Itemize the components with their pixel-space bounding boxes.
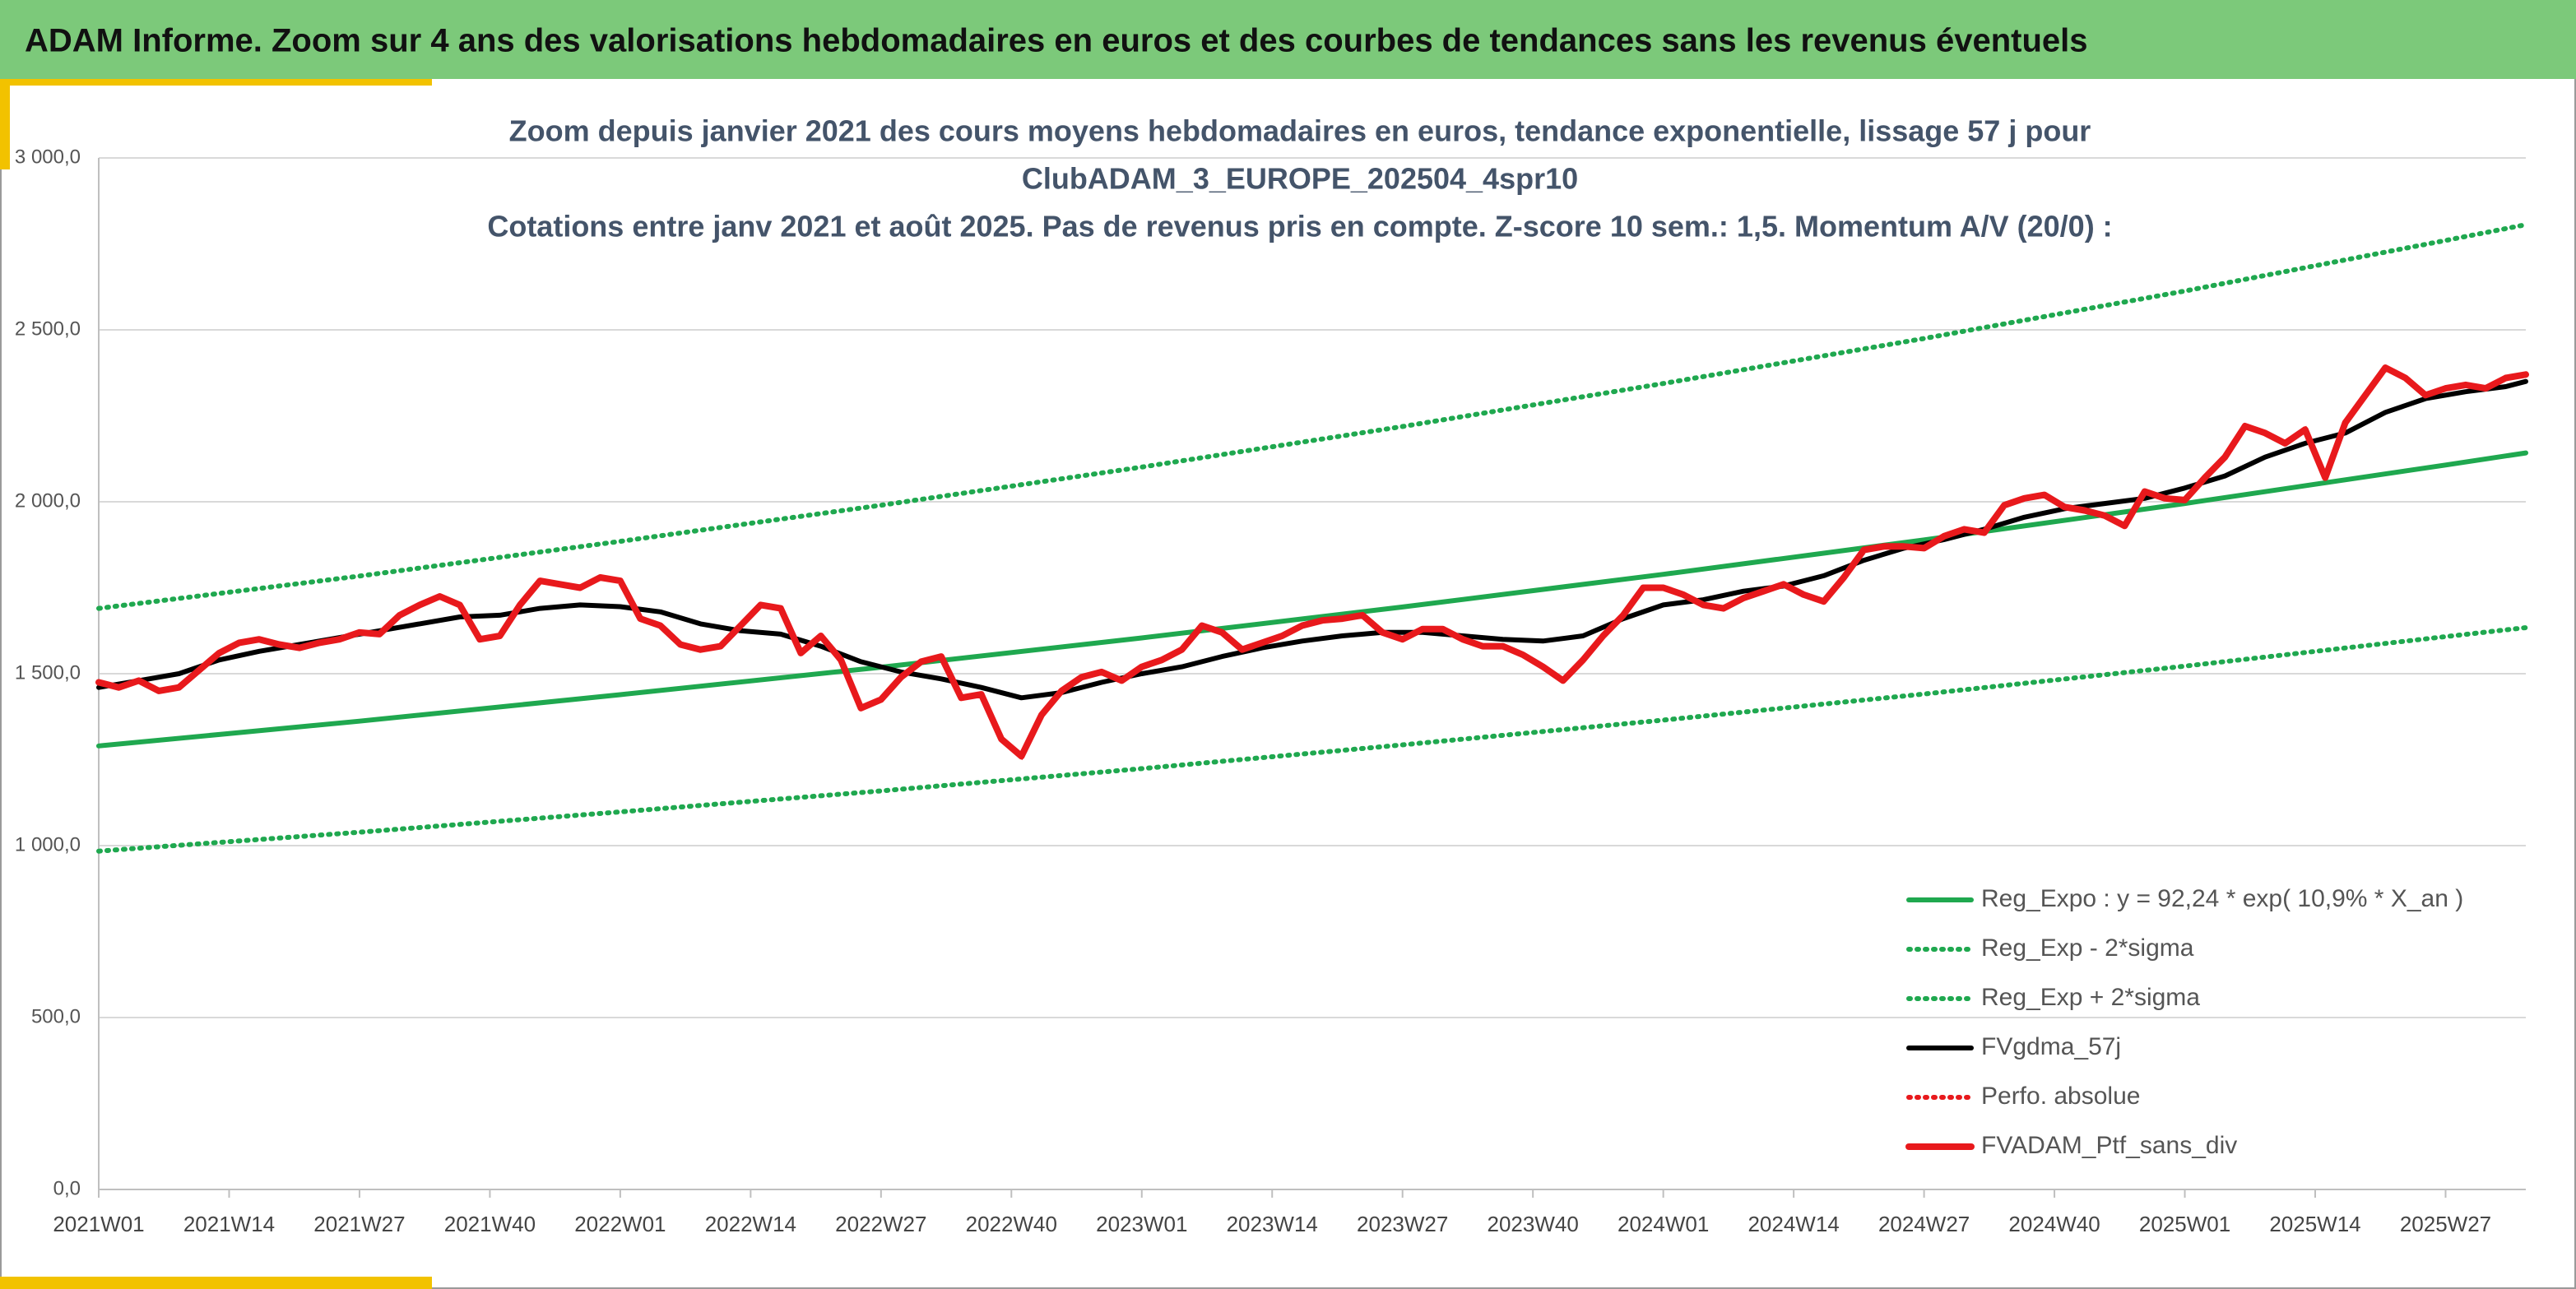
x-tick-label: 2021W14 bbox=[183, 1212, 275, 1236]
legend-label: Perfo. absolue bbox=[1981, 1083, 2140, 1110]
y-tick-label: 1 000,0 bbox=[15, 833, 81, 855]
x-tick-label: 2025W14 bbox=[2269, 1212, 2360, 1236]
legend-label: Reg_Exp + 2*sigma bbox=[1981, 984, 2200, 1011]
series-line bbox=[96, 450, 2528, 749]
header-title: ADAM Informe. Zoom sur 4 ans des valoris… bbox=[25, 23, 2088, 59]
y-tick-label: 2 500,0 bbox=[15, 318, 81, 340]
legend-label: Reg_Expo : y = 92,24 * exp( 10,9% * X_an… bbox=[1981, 885, 2463, 912]
x-tick-label: 2021W01 bbox=[53, 1212, 144, 1236]
legend-label: FVADAM_Ptf_sans_div bbox=[1981, 1132, 2237, 1159]
y-tick-label: 3 000,0 bbox=[15, 146, 81, 168]
x-tick-label: 2021W40 bbox=[444, 1212, 536, 1236]
legend-label: FVgdma_57j bbox=[1981, 1033, 2121, 1060]
y-tick-label: 2 000,0 bbox=[15, 489, 81, 512]
x-tick-label: 2023W01 bbox=[1096, 1212, 1187, 1236]
series-line bbox=[96, 222, 2528, 611]
x-tick-label: 2023W27 bbox=[1357, 1212, 1448, 1236]
x-tick-label: 2022W40 bbox=[966, 1212, 1057, 1236]
x-tick-label: 2022W27 bbox=[835, 1212, 926, 1236]
accent bbox=[0, 79, 432, 86]
x-tick-label: 2024W01 bbox=[1618, 1212, 1709, 1236]
y-tick-label: 1 500,0 bbox=[15, 661, 81, 684]
series-line bbox=[96, 625, 2528, 854]
chart-title: Cotations entre janv 2021 et août 2025. … bbox=[487, 210, 2112, 243]
x-tick-label: 2024W14 bbox=[1748, 1212, 1839, 1236]
chart-title: Zoom depuis janvier 2021 des cours moyen… bbox=[509, 114, 2091, 148]
x-tick-label: 2023W14 bbox=[1227, 1212, 1318, 1236]
legend-label: Reg_Exp - 2*sigma bbox=[1981, 934, 2194, 962]
accent bbox=[0, 79, 10, 169]
header-band bbox=[0, 0, 2576, 79]
x-tick-label: 2021W27 bbox=[313, 1212, 405, 1236]
y-tick-label: 0,0 bbox=[53, 1177, 81, 1199]
x-tick-label: 2025W01 bbox=[2139, 1212, 2230, 1236]
x-tick-label: 2025W27 bbox=[2400, 1212, 2491, 1236]
series-line bbox=[95, 364, 2529, 760]
x-tick-label: 2022W14 bbox=[705, 1212, 796, 1236]
y-tick-label: 500,0 bbox=[31, 1005, 81, 1027]
chart-title: ClubADAM_3_EUROPE_202504_4spr10 bbox=[1022, 162, 1578, 196]
x-tick-label: 2024W27 bbox=[1878, 1212, 1970, 1236]
accent bbox=[0, 1277, 432, 1289]
x-tick-label: 2023W40 bbox=[1488, 1212, 1579, 1236]
x-tick-label: 2022W01 bbox=[574, 1212, 666, 1236]
x-tick-label: 2024W40 bbox=[2008, 1212, 2100, 1236]
